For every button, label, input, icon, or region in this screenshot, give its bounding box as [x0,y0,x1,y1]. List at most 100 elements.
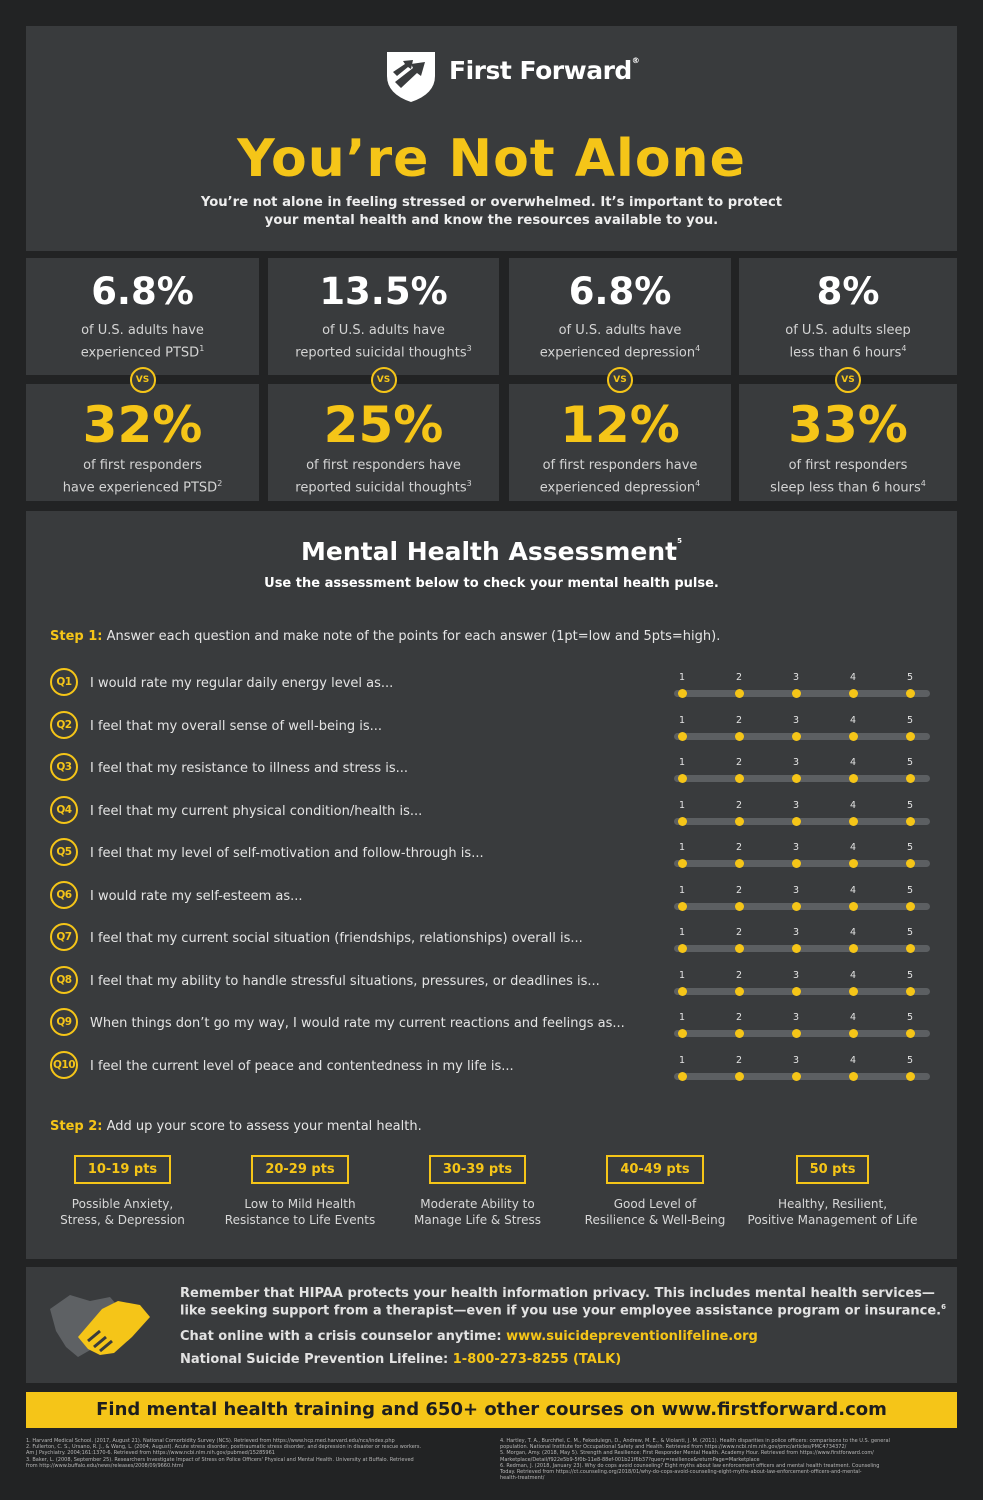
rating-option[interactable] [848,986,858,996]
rating-scale[interactable]: 1 2 3 4 5 [674,794,930,830]
rating-option[interactable] [905,816,915,826]
general-stat-card: 8% of U.S. adults sleep less than 6 hours4 [739,258,957,375]
score-range-box: 20-29 pts [251,1155,349,1184]
rating-option[interactable] [791,1029,801,1038]
rating-option[interactable] [791,1071,801,1081]
rating-option[interactable] [791,816,801,826]
rating-option[interactable] [734,731,744,741]
question-row: Q1 I would rate my regular daily energy l… [50,666,930,702]
rating-option[interactable] [848,1071,858,1081]
rating-label: 3 [792,842,800,853]
rating-scale[interactable]: 1 2 3 4 5 [674,879,930,915]
rating-option[interactable] [734,1029,744,1038]
rating-option[interactable] [848,1029,858,1038]
rating-scale[interactable]: 1 2 3 4 5 [674,666,930,702]
footnote-line: 1. Harvard Medical School. (2017, August… [26,1438,395,1444]
rating-option[interactable] [905,859,915,868]
rating-option[interactable] [677,731,687,741]
score-range-label: Healthy, Resilient, Positive Management o… [747,1197,918,1227]
rating-scale[interactable]: 1 2 3 4 5 [674,1006,930,1042]
rating-option[interactable] [848,901,858,911]
rating-option[interactable] [734,859,744,868]
responder-stat-value: 12% [560,396,680,454]
rating-option[interactable] [677,1029,687,1038]
rating-option[interactable] [734,774,744,783]
rating-label: 2 [735,1012,743,1023]
rating-option[interactable] [791,689,801,698]
rating-label: 4 [849,884,857,896]
footnote-line: from http://www.buffalo.edu/news/release… [26,1462,184,1469]
rating-scale[interactable]: 1 2 3 4 5 [674,751,930,787]
rating-option[interactable] [848,816,858,826]
crisis-chat-link[interactable]: www.suicidepreventionlifeline.org [506,1329,758,1344]
rating-option[interactable] [677,986,687,996]
question-text: I feel the current level of peace and co… [90,1058,514,1074]
rating-label: 1 [678,672,686,683]
question-text: I feel that my level of self-motivation … [90,846,484,861]
rating-option[interactable] [734,901,744,911]
responder-stat-value: 25% [323,396,444,454]
rating-label: 4 [849,672,857,683]
rating-option[interactable] [905,774,915,783]
rating-option[interactable] [848,731,858,741]
score-range-box: 30-39 pts [428,1155,527,1184]
score-range-box: 40-49 pts [606,1155,704,1184]
question-number: Q9 [50,1008,78,1036]
rating-scale[interactable]: 1 2 3 4 5 [674,709,930,745]
rating-option[interactable] [791,944,801,953]
rating-label: 3 [792,799,800,811]
question-number: Q3 [50,753,78,781]
courses-banner[interactable]: Find mental health training and 650+ oth… [26,1392,957,1428]
rating-label: 4 [849,799,857,811]
score-range-item: 20-29 pts Low to Mild Health Resistance to… [213,1155,388,1228]
rating-option[interactable] [677,816,687,826]
rating-option[interactable] [791,986,801,996]
rating-option[interactable] [791,901,801,911]
rating-option[interactable] [791,731,801,741]
rating-option[interactable] [905,986,915,996]
rating-option[interactable] [848,689,858,698]
rating-scale[interactable]: 1 2 3 4 5 [674,1049,930,1085]
rating-label: 3 [792,969,800,981]
responder-stat-card: 25% of first responders have reported suic… [268,384,499,501]
rating-option[interactable] [905,901,915,911]
rating-option[interactable] [734,944,744,953]
rating-label: 1 [678,927,686,938]
rating-option[interactable] [905,689,915,698]
footnote-line: Am J Psychiatry. 2004;161:1370-6. Retrie… [26,1450,275,1457]
rating-option[interactable] [734,986,744,996]
rating-option[interactable] [848,774,858,783]
rating-option[interactable] [848,859,858,868]
rating-option[interactable] [734,689,744,698]
rating-option[interactable] [734,816,744,826]
rating-label: 1 [678,799,686,811]
header-subtitle: You’re not alone in feeling stressed or … [200,195,783,228]
responder-stat-card: 33% of first responders sleep less than 6 … [739,384,957,501]
rating-option[interactable] [677,774,687,783]
question-number: Q10 [50,1050,78,1079]
rating-scale[interactable]: 1 2 3 4 5 [674,964,930,1000]
rating-option[interactable] [791,859,801,868]
rating-option[interactable] [677,859,687,868]
rating-scale[interactable]: 1 2 3 4 5 [674,921,930,957]
rating-option[interactable] [905,944,915,953]
rating-option[interactable] [677,1071,687,1081]
rating-option[interactable] [677,901,687,911]
footnote-line: 5. Morgan, Amy. (2018, May 5). Strength … [500,1450,874,1457]
rating-label: 2 [735,757,743,768]
rating-option[interactable] [791,774,801,783]
general-stat-desc: of U.S. adults have reported suicidal tho… [295,323,472,361]
rating-option[interactable] [905,1071,915,1081]
rating-option[interactable] [677,689,687,698]
score-range-item: 40-49 pts Good Level of Resilience & Well-… [568,1155,743,1228]
rating-option[interactable] [734,1071,744,1081]
brand-name: First Forward® [449,56,640,85]
rating-option[interactable] [905,1029,915,1038]
rating-scale[interactable]: 1 2 3 4 5 [674,836,930,872]
rating-track [674,690,930,697]
lifeline-phone[interactable]: 1-800-273-8255 (TALK) [452,1352,622,1367]
rating-option[interactable] [905,731,915,741]
rating-option[interactable] [677,944,687,953]
question-row: Q6 I would rate my self-esteem as... 1 2 3 4 5 [50,879,930,915]
rating-option[interactable] [848,944,858,953]
